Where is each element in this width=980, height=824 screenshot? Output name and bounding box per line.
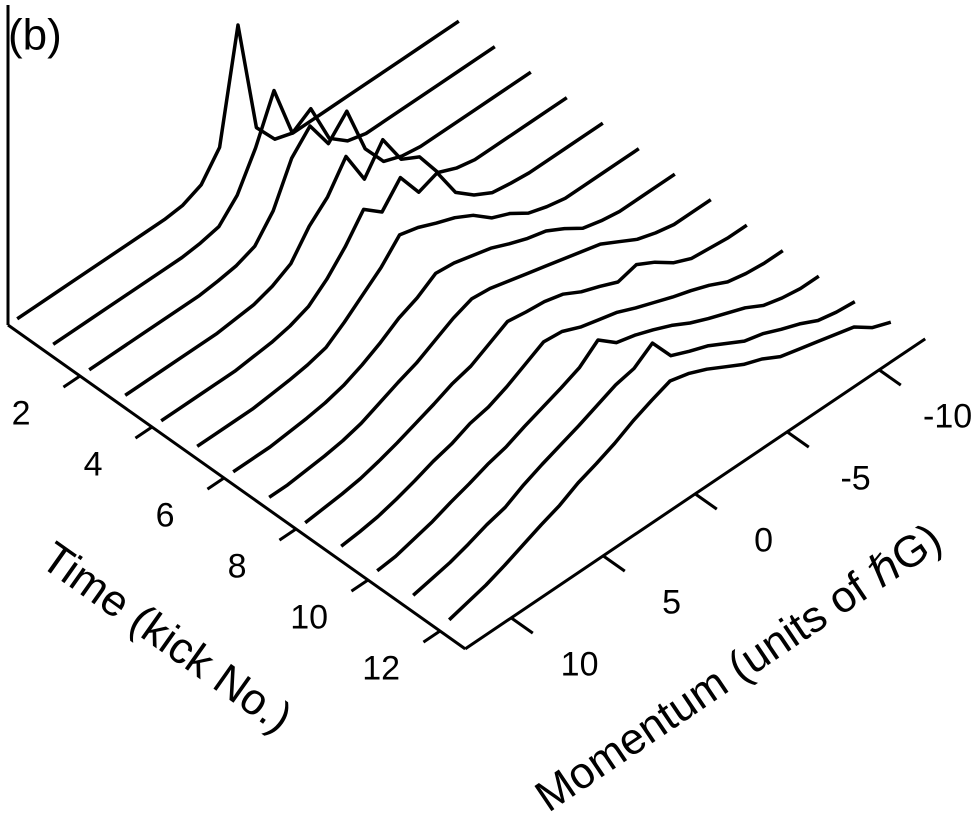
x-tick: [422, 629, 441, 644]
y-tick: [878, 368, 902, 387]
panel-label: (b): [8, 11, 62, 60]
y-tick-label: 10: [561, 645, 599, 683]
x-tick-label: 8: [228, 548, 247, 586]
x-axis-label: Time (kick No.): [32, 533, 300, 743]
trace: [376, 274, 820, 573]
y-tick: [602, 554, 626, 573]
y-tick-label: -5: [840, 459, 870, 497]
time-axis: [7, 323, 467, 651]
trace: [196, 147, 640, 448]
trace: [340, 249, 784, 548]
trace: [412, 300, 856, 597]
x-tick: [62, 374, 81, 389]
x-tick-label: 6: [156, 497, 175, 535]
x-tick-label: 12: [362, 650, 400, 688]
y-tick-label: -10: [923, 397, 972, 435]
x-tick: [278, 527, 297, 542]
trace: [88, 70, 532, 372]
trace: [268, 198, 712, 499]
trace: [232, 172, 676, 474]
trace: [160, 121, 604, 423]
x-tick-label: 4: [84, 446, 103, 484]
trace: [52, 45, 496, 346]
x-tick-label: 10: [290, 599, 328, 637]
y-tick-label: 0: [754, 521, 773, 559]
x-tick: [134, 425, 153, 440]
y-tick: [510, 616, 534, 635]
y-tick: [786, 430, 810, 449]
trace: [124, 96, 568, 397]
trace: [304, 223, 748, 525]
y-tick-label: 5: [662, 583, 681, 621]
y-tick: [694, 492, 718, 511]
x-tick: [206, 476, 225, 491]
momentum-axis: [464, 337, 927, 651]
x-tick-label: 2: [12, 395, 31, 433]
x-tick: [350, 578, 369, 593]
trace: [447, 320, 892, 622]
trace: [16, 19, 460, 321]
